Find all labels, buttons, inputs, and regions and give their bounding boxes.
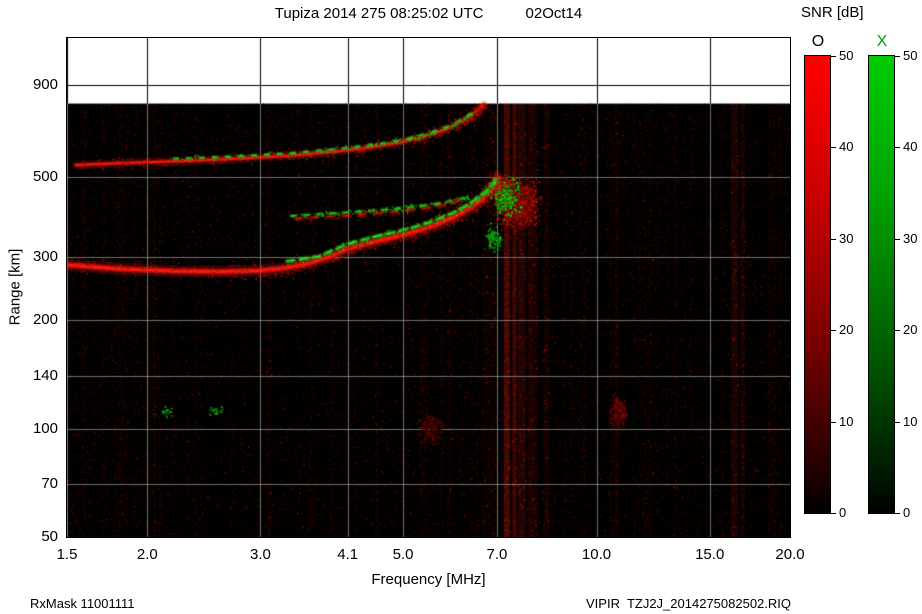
x-tick-label: 1.5 <box>56 546 78 563</box>
plot-area <box>66 37 791 538</box>
footer-filename: VIPIR TZJ2J_2014275082502.RIQ <box>586 596 791 611</box>
x-tick-label: 5.0 <box>392 546 414 563</box>
colorbar-o-label: O <box>811 33 825 50</box>
y-tick-label: 300 <box>32 247 58 265</box>
colorbar-tick-label: 20 <box>839 322 854 338</box>
x-axis-title: Frequency [MHz] <box>371 571 486 588</box>
x-tick-label: 7.0 <box>486 546 508 563</box>
colorbar-tick-label: 30 <box>903 230 918 246</box>
colorbar-tick-label: 50 <box>903 48 918 63</box>
colorbar-tick-label: 10 <box>839 413 854 429</box>
colorbar-tick <box>895 147 900 149</box>
y-tick-label: 200 <box>32 311 58 329</box>
y-tick-label: 70 <box>41 475 58 493</box>
plot-title-row: Tupiza 2014 275 08:25:02 UTC 02Oct14 <box>67 5 790 22</box>
colorbar-tick <box>895 330 900 332</box>
colorbar-tick <box>895 56 900 57</box>
y-tick-label: 140 <box>32 367 58 385</box>
y-tick-label: 100 <box>32 419 58 437</box>
footer-rxmask: RxMask 11001111 <box>30 596 135 611</box>
colorbar-tick <box>831 238 836 240</box>
colorbar-tick <box>831 421 836 423</box>
y-tick-label: 900 <box>32 76 58 94</box>
colorbar-tick <box>895 513 900 514</box>
colorbar-tick <box>831 513 836 514</box>
y-tick-label: 50 <box>41 528 58 545</box>
colorbar-o-bar <box>804 55 831 514</box>
colorbar-tick <box>895 238 900 240</box>
colorbar-tick <box>831 56 836 57</box>
x-tick-label: 15.0 <box>695 546 725 563</box>
x-tick-label: 2.0 <box>136 546 158 563</box>
colorbar-tick-label: 0 <box>903 505 911 520</box>
plot-title: Tupiza 2014 275 08:25:02 UTC <box>274 5 484 22</box>
colorbar-tick-label: 20 <box>903 322 918 338</box>
colorbar-x-label: X <box>876 33 888 50</box>
colorbar-tick-label: 30 <box>839 230 854 246</box>
colorbar-x-bar <box>868 55 895 514</box>
x-tick-label: 3.0 <box>250 546 271 563</box>
x-tick-label: 10.0 <box>581 546 612 563</box>
colorbar-tick <box>895 421 900 423</box>
colorbar-tick-label: 0 <box>839 505 847 520</box>
colorbar-tick-label: 40 <box>903 139 918 155</box>
plot-date: 02Oct14 <box>525 5 583 22</box>
snr-colorbar-title: SNR [dB] <box>801 4 864 21</box>
y-tick-label: 500 <box>32 168 58 186</box>
x-tick-label: 4.1 <box>337 546 359 563</box>
colorbar-tick <box>831 330 836 332</box>
colorbar-tick <box>831 147 836 149</box>
x-tick-label: 20.0 <box>775 546 805 563</box>
colorbar-tick-label: 50 <box>839 48 854 63</box>
colorbar-tick-label: 40 <box>839 139 854 155</box>
ionogram-canvas <box>67 38 790 537</box>
colorbar-tick-label: 10 <box>903 413 918 429</box>
